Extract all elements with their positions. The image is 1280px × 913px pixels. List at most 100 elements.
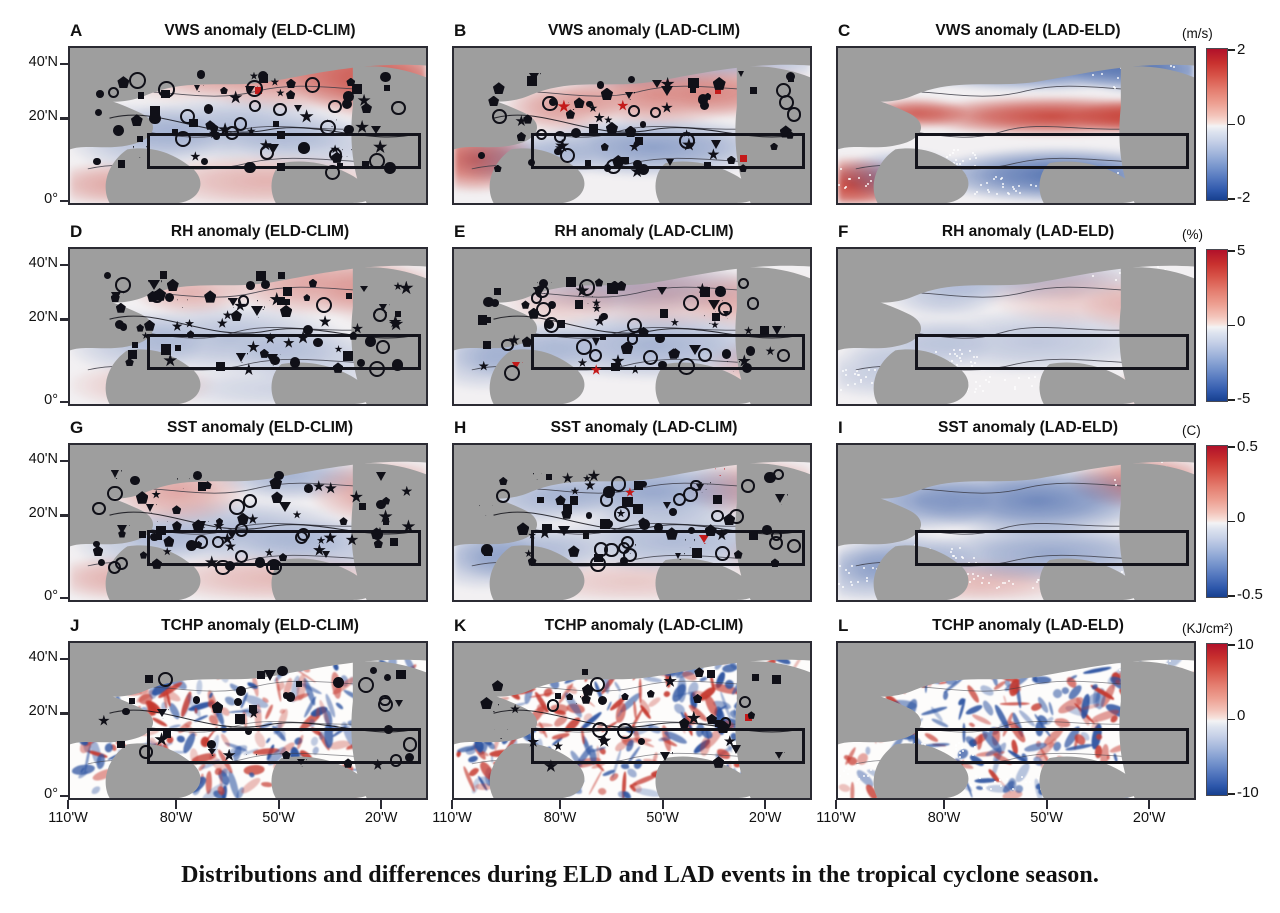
panel-k-map xyxy=(454,643,810,798)
tc-marker-triangle xyxy=(529,72,540,81)
panel-letter-i: I xyxy=(838,418,843,437)
tc-marker-circle xyxy=(390,100,406,116)
tc-marker-star xyxy=(190,151,201,161)
tc-marker-triangle xyxy=(737,70,744,77)
tc-marker-triangle xyxy=(708,299,721,310)
tc-marker-dot xyxy=(343,91,354,102)
tc-marker-triangle xyxy=(532,286,545,297)
panel-letter-d: D xyxy=(70,222,83,241)
tc-marker-star xyxy=(478,360,489,371)
colorbar-tchp xyxy=(1206,643,1228,796)
panel-h xyxy=(452,443,812,602)
tc-marker-square xyxy=(234,713,246,725)
panel-a xyxy=(68,46,428,205)
tc-marker-pentagon xyxy=(220,86,228,95)
tc-marker-circle xyxy=(304,76,321,93)
tc-marker-dot xyxy=(119,323,128,331)
tc-marker-dot xyxy=(93,157,102,166)
tc-marker-square xyxy=(621,156,629,165)
panel-title-b: VWS anomaly (LAD-CLIM) xyxy=(547,22,741,39)
tc-marker-circle xyxy=(773,468,785,480)
tc-marker-pentagon xyxy=(163,535,175,547)
tc-marker-triangle xyxy=(696,483,705,491)
tc-marker-square xyxy=(296,681,303,687)
panel-title-d: RH anomaly (ELD-CLIM) xyxy=(170,223,350,240)
tc-marker-dot xyxy=(200,158,208,166)
tc-marker-star xyxy=(171,320,183,331)
tc-marker-dot xyxy=(341,98,353,109)
x-tick-label: 50'W xyxy=(262,810,295,826)
y-tick-label: 40'N xyxy=(28,649,58,666)
x-tick-mark xyxy=(451,800,454,809)
tc-marker-star xyxy=(577,357,588,367)
tc-marker-dot xyxy=(632,159,642,169)
tc-marker-triangle xyxy=(359,285,368,292)
panel-l-map xyxy=(838,643,1194,798)
panel-title-g: SST anomaly (ELD-CLIM) xyxy=(166,419,353,436)
tc-marker-star xyxy=(554,143,564,152)
x-tick-label: 110'W xyxy=(816,810,856,826)
panel-title-e: RH anomaly (LAD-CLIM) xyxy=(554,223,734,240)
tc-marker-circle xyxy=(403,737,418,752)
tc-marker-triangle xyxy=(294,104,303,112)
tc-marker-dot xyxy=(277,665,288,677)
tc-marker-circle xyxy=(768,535,784,551)
tc-marker-dot xyxy=(357,358,366,367)
tc-marker-square xyxy=(343,351,354,361)
tc-genesis-markers xyxy=(454,445,810,600)
colorbar-tick-mark xyxy=(1228,324,1235,327)
tc-marker-pentagon xyxy=(610,280,619,290)
tc-marker-pentagon xyxy=(110,293,120,303)
tc-marker-circle xyxy=(617,722,633,739)
tc-marker-star xyxy=(330,144,340,154)
tc-marker-pentagon xyxy=(135,491,149,504)
tc-marker-circle xyxy=(235,523,249,537)
tc-marker-pentagon xyxy=(521,300,530,309)
tc-marker-square xyxy=(162,729,172,738)
tc-marker-circle xyxy=(108,86,120,98)
tc-marker-star xyxy=(528,530,537,539)
tc-marker-square xyxy=(276,296,285,306)
tc-marker-square xyxy=(660,309,669,318)
tc-marker-circle xyxy=(786,107,802,122)
tc-marker-dot xyxy=(669,508,677,516)
tc-marker-square xyxy=(485,317,492,324)
panel-title-j: TCHP anomaly (ELD-CLIM) xyxy=(161,617,359,634)
tc-track-line xyxy=(109,709,419,733)
tc-marker-circle xyxy=(738,277,750,290)
colorbar-tick-mark xyxy=(1228,520,1235,523)
y-tick-mark xyxy=(60,200,69,203)
panel-l xyxy=(836,641,1196,800)
tc-marker-circle xyxy=(114,276,131,293)
y-tick-mark xyxy=(60,318,69,321)
tc-marker-triangle xyxy=(675,552,682,559)
tc-marker-pentagon xyxy=(693,693,703,703)
x-tick-mark xyxy=(1148,800,1151,809)
tc-marker-pentagon xyxy=(117,76,130,89)
tc-marker-circle xyxy=(590,556,607,573)
land-mask xyxy=(70,445,426,600)
tc-marker-square xyxy=(128,698,135,705)
tc-marker-pentagon xyxy=(600,87,614,100)
tc-marker-circle xyxy=(324,164,341,181)
tc-marker-square xyxy=(542,523,549,531)
colorbar-tick-mid: 0 xyxy=(1237,706,1246,724)
tc-marker-square xyxy=(269,561,279,571)
land-mask xyxy=(838,249,1194,404)
colorbar-tick-mid: 0 xyxy=(1237,111,1246,129)
tc-marker-circle xyxy=(139,745,153,759)
tc-marker-dot xyxy=(596,81,604,89)
panel-d xyxy=(68,247,428,406)
tc-marker-pentagon xyxy=(144,319,156,331)
tc-marker-square xyxy=(145,675,153,683)
tc-marker-triangle xyxy=(689,345,702,356)
tc-marker-star xyxy=(184,318,195,328)
tc-marker-dot xyxy=(384,162,396,174)
panel-letter-a: A xyxy=(70,21,83,40)
y-tick-mark xyxy=(60,712,69,715)
x-tick-mark xyxy=(380,800,383,809)
panel-k xyxy=(452,641,812,800)
tc-marker-pentagon xyxy=(281,750,291,760)
tc-marker-circle xyxy=(746,297,760,311)
colorbar-tick-mark xyxy=(1228,399,1235,401)
